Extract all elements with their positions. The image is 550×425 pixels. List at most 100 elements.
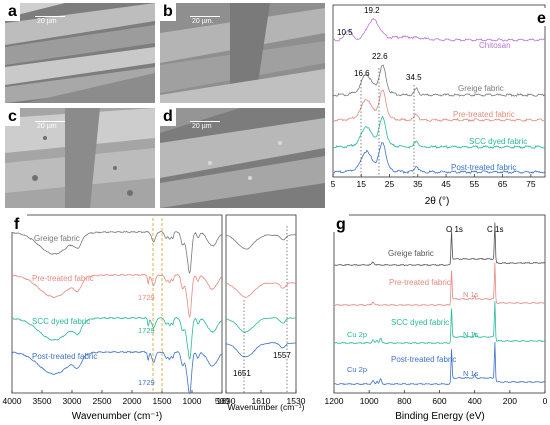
sem-image-d: 20 µm bbox=[160, 108, 325, 208]
series-label-g-pretreated: Pre-treated fabric bbox=[389, 278, 451, 287]
panel-label-d: d bbox=[160, 108, 176, 126]
series-line-e-0 bbox=[332, 18, 546, 42]
peak-guides-e bbox=[360, 68, 415, 177]
sem-texture-a bbox=[5, 3, 155, 103]
panel-label-f: f bbox=[14, 216, 20, 233]
peak-label-g-c1s: C 1s bbox=[487, 225, 503, 234]
series-line-g-1 bbox=[333, 262, 546, 307]
axis-frame-f-inset bbox=[225, 214, 297, 394]
series-line-f-2 bbox=[11, 316, 223, 360]
series-label-f-posttreated: Post-treated fabric bbox=[32, 352, 97, 361]
xlabel-e: 2θ (°) bbox=[425, 196, 450, 207]
panel-label-g: g bbox=[336, 216, 346, 233]
xtick-label-f-inset-2: 1530 bbox=[287, 396, 306, 406]
peak-label-e-1: 10.5 bbox=[337, 28, 353, 37]
peak-label-g-o1s: O 1s bbox=[446, 225, 463, 234]
xlabel-g: Binding Energy (eV) bbox=[395, 411, 485, 422]
xtick-label-g-6: 0 bbox=[543, 396, 548, 406]
xtick-label-f-0: 4000 bbox=[3, 396, 22, 406]
xtick-label-g-4: 400 bbox=[468, 396, 482, 406]
series-line-f-0 bbox=[11, 230, 223, 275]
series-label-g-scc: SCC dyed fabric bbox=[391, 318, 449, 327]
xtick-label-f-1: 3500 bbox=[33, 396, 52, 406]
series-line-f-3 bbox=[11, 350, 222, 395]
series-label-f-scc: SCC dyed fabric bbox=[32, 317, 90, 326]
xtick-label-f-inset-1: 1610 bbox=[252, 396, 271, 406]
panel-label-e: e bbox=[537, 10, 546, 27]
peak-label-e-3: 16.6 bbox=[354, 69, 370, 78]
series-line-g-0 bbox=[333, 222, 546, 266]
series-line-e-3 bbox=[332, 115, 546, 150]
series-label-e-posttreated: Post-treated fabric bbox=[451, 163, 516, 172]
peak-label-e-5: 34.5 bbox=[406, 73, 422, 82]
xtick-label-f-6: 1000 bbox=[183, 396, 202, 406]
sem-image-c: 20 µm bbox=[5, 108, 155, 208]
series-label-e-pretreated: Pre-treated fabric bbox=[453, 110, 515, 119]
xtick-label-f-3: 2500 bbox=[93, 396, 112, 406]
xtick-label-e-6: 65 bbox=[498, 179, 508, 189]
series-line-f-inset-2 bbox=[225, 317, 297, 333]
series-line-f-inset-1 bbox=[225, 282, 297, 298]
panel-e: 5 15 25 35 45 55 65 75 10.5 19.2 16.6 22.6 34.5… bbox=[331, 4, 549, 207]
peak-guides-f bbox=[152, 218, 163, 393]
peak-label-g-n1s-2: N 1s bbox=[463, 330, 479, 339]
series-line-e-4 bbox=[332, 142, 546, 175]
xlabel-f-inset: Wavenumber (cm⁻¹) bbox=[228, 402, 305, 412]
panel-label-b: b bbox=[160, 3, 176, 21]
series-label-f-pretreated: Pre-treated fabric bbox=[32, 274, 94, 283]
series-line-g-3 bbox=[333, 341, 546, 386]
panel-g: 1200 1000 800 600 400 200 0 Greige fabric Pre-… bbox=[325, 214, 548, 422]
xtick-label-e-7: 75 bbox=[526, 179, 536, 189]
xtick-label-g-1: 1000 bbox=[360, 396, 379, 406]
panel-label-a: a bbox=[5, 3, 20, 21]
series-label-g-greige: Greige fabric bbox=[388, 249, 434, 258]
xtick-label-e-5: 55 bbox=[470, 179, 480, 189]
series-line-e-1 bbox=[332, 64, 546, 97]
series-line-f-inset-0 bbox=[225, 234, 297, 250]
sem-texture-b bbox=[160, 3, 325, 103]
xtick-label-e-0: 5 bbox=[331, 179, 336, 189]
xtick-label-f-5: 1500 bbox=[153, 396, 172, 406]
xtick-label-f-inset-0: 1690 bbox=[217, 396, 236, 406]
xtick-label-f-7: 500 bbox=[215, 396, 229, 406]
series-label-e-scc: SCC dyed fabric bbox=[469, 137, 527, 146]
series-label-e-greige: Greige fabric bbox=[458, 84, 504, 93]
xtick-label-f-2: 3000 bbox=[63, 396, 82, 406]
peak-label-g-cu2p-2: Cu 2p bbox=[347, 365, 367, 374]
peak-guides-f-inset bbox=[243, 226, 288, 393]
series-line-e-2 bbox=[332, 89, 546, 122]
sem-image-b: 20 µm. bbox=[160, 3, 325, 103]
xtick-label-e-4: 45 bbox=[441, 179, 451, 189]
peak-label-e-4: 22.6 bbox=[372, 52, 388, 61]
xtick-label-g-3: 600 bbox=[432, 396, 446, 406]
xlabel-f: Wavenumber (cm⁻¹) bbox=[72, 411, 162, 422]
xtick-label-g-2: 800 bbox=[397, 396, 411, 406]
xtick-label-g-0: 1200 bbox=[325, 396, 344, 406]
axis-frame-e bbox=[332, 4, 546, 178]
panel-label-c: c bbox=[5, 108, 20, 126]
peak-label-g-n1s-3: N 1s bbox=[463, 369, 479, 378]
xtick-label-f-4: 2000 bbox=[123, 396, 142, 406]
series-line-g-2 bbox=[333, 301, 545, 345]
xtick-label-g-5: 200 bbox=[503, 396, 517, 406]
panel-label-g-bg bbox=[333, 214, 349, 232]
xtick-label-e-1: 15 bbox=[357, 179, 367, 189]
panel-label-e-bg bbox=[533, 8, 549, 26]
sem-texture-d bbox=[160, 108, 325, 208]
series-line-f-1 bbox=[11, 273, 223, 319]
series-label-f-greige: Greige fabric bbox=[34, 234, 80, 243]
peak-label-f-1: 1729 bbox=[138, 293, 155, 302]
peak-label-f-2: 1729 bbox=[138, 326, 155, 335]
axis-frame-f bbox=[11, 214, 223, 394]
sem-image-a: 20 µm bbox=[5, 3, 155, 103]
xtick-label-e-3: 35 bbox=[413, 179, 423, 189]
peak-label-f-3: 1729 bbox=[138, 378, 155, 387]
series-label-e-chitosan: Chitosan bbox=[479, 41, 511, 50]
peak-label-f-inset-2: 1557 bbox=[273, 351, 291, 360]
series-label-g-posttreated: Post-treated fabric bbox=[391, 355, 456, 364]
panel-label-f-bg bbox=[11, 214, 27, 232]
series-line-f-inset-3 bbox=[225, 342, 297, 358]
peak-label-e-2: 19.2 bbox=[364, 6, 380, 15]
peak-label-g-cu2p-1: Cu 2p bbox=[347, 330, 367, 339]
